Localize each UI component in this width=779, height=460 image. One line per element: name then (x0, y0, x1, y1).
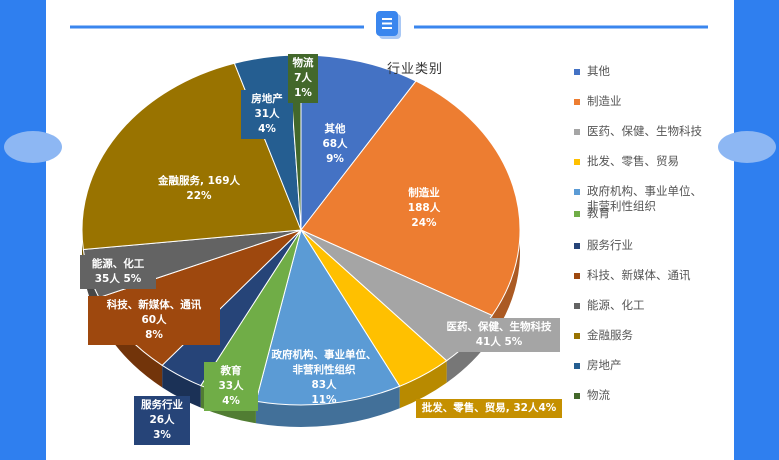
chart-title: 行业类别 (386, 62, 443, 77)
legend-item: 制造业 (574, 94, 622, 109)
slice-data-label: 服务行业 26人 3% (134, 396, 190, 445)
legend-label: 物流 (587, 388, 610, 402)
slice-data-label: 批发、零售、贸易, 32人4% (416, 399, 562, 418)
slice-data-label: 教育 33人 4% (204, 362, 258, 411)
legend-item: 科技、新媒体、通讯 (574, 268, 691, 283)
pie-slice-side-3 (399, 360, 447, 409)
slice-data-label: 制造业 188人 24% (407, 187, 441, 229)
slice-data-label: 医药、保健、生物科技 41人 5% (438, 318, 560, 352)
slice-data-label: 科技、新媒体、通讯 60人 8% (88, 296, 220, 345)
legend-label: 科技、新媒体、通讯 (587, 268, 691, 282)
legend-item: 批发、零售、贸易 (574, 154, 679, 169)
legend-item: 服务行业 (574, 238, 633, 253)
pie-slice-4 (255, 228, 401, 406)
legend-label: 房地产 (587, 358, 622, 372)
legend-swatch (574, 99, 580, 105)
legend-label: 其他 (587, 64, 610, 78)
legend-swatch (574, 273, 580, 279)
legend-swatch (574, 303, 580, 309)
slice-data-label: 能源、化工 35人 5% (80, 255, 156, 289)
legend-swatch (574, 363, 580, 369)
legend-item: 政府机构、事业单位、 非营利性组织 (574, 184, 702, 214)
decorative-bubble-left (4, 131, 62, 163)
pie-slice-1 (300, 80, 521, 317)
legend-item: 物流 (574, 388, 610, 403)
slice-data-label: 政府机构、事业单位、 非营利性组织 83人 11% (271, 349, 377, 406)
legend-item: 房地产 (574, 358, 622, 373)
legend-swatch (574, 159, 580, 165)
legend-swatch (574, 69, 580, 75)
slice-data-label: 房地产 31人 4% (241, 90, 293, 139)
legend-label: 政府机构、事业单位、 非营利性组织 (587, 184, 702, 213)
legend-item: 金融服务 (574, 328, 633, 343)
legend-label: 服务行业 (587, 238, 633, 252)
legend-label: 医药、保健、生物科技 (587, 124, 702, 138)
legend-swatch (574, 243, 580, 249)
legend-swatch (574, 333, 580, 339)
legend-label: 金融服务 (587, 328, 633, 342)
legend-swatch (574, 211, 580, 217)
legend-item: 其他 (574, 64, 610, 79)
legend-swatch (574, 393, 580, 399)
legend-label: 制造业 (587, 94, 622, 108)
legend-item: 教育 (574, 206, 610, 221)
document-icon (376, 11, 401, 39)
legend-item: 医药、保健、生物科技 (574, 124, 702, 139)
slice-data-label: 其他 68人 9% (322, 123, 348, 165)
pie-slice-side-6 (162, 365, 201, 408)
pie-slice-side-4 (255, 386, 400, 427)
slice-data-label: 物流 7人 1% (288, 54, 318, 103)
legend-item: 能源、化工 (574, 298, 645, 313)
decorative-bubble-right (718, 131, 776, 163)
legend-label: 批发、零售、贸易 (587, 154, 679, 168)
legend-label: 能源、化工 (587, 298, 645, 312)
legend-swatch (574, 129, 580, 135)
slice-data-label: 金融服务, 169人 22% (140, 172, 258, 206)
legend-label: 教育 (587, 206, 610, 220)
legend-swatch (574, 189, 580, 195)
